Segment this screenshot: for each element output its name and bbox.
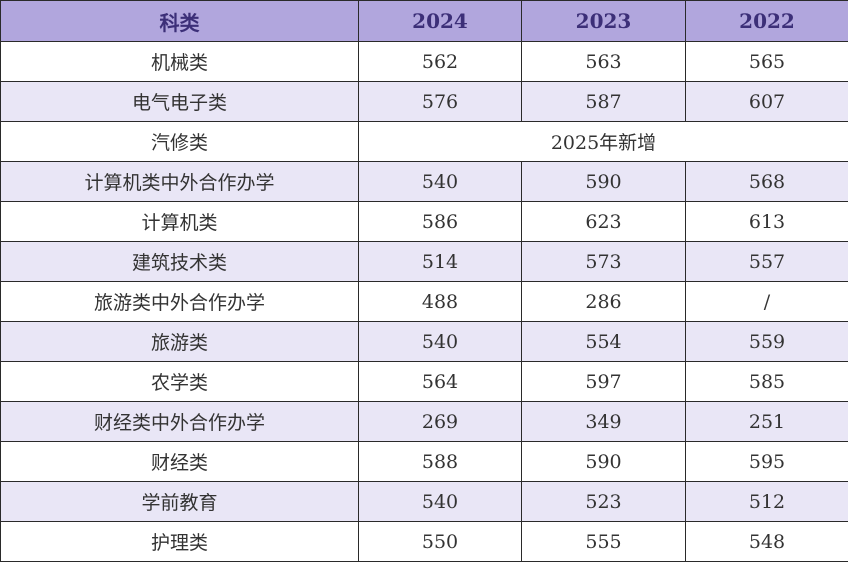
score-2024-cell: 514: [358, 241, 522, 282]
score-2023-cell: 554: [521, 321, 686, 362]
score-2023-cell: 590: [521, 441, 686, 482]
score-2024-cell: 576: [358, 81, 522, 122]
header-category: 科类: [0, 0, 359, 42]
score-2022-cell: 568: [685, 161, 848, 202]
category-cell: 建筑技术类: [0, 241, 359, 282]
score-2023-cell: 623: [521, 201, 686, 242]
header-year-2024: 2024: [358, 0, 522, 42]
category-cell: 计算机类中外合作办学: [0, 161, 359, 202]
score-2022-cell: 565: [685, 41, 848, 82]
score-2023-cell: 349: [521, 401, 686, 442]
score-2022-cell: 512: [685, 481, 848, 522]
score-2023-cell: 597: [521, 361, 686, 402]
category-cell: 农学类: [0, 361, 359, 402]
header-year-2022: 2022: [685, 0, 848, 42]
table-row: 建筑技术类 514 573 557: [0, 241, 848, 282]
score-2023-cell: 587: [521, 81, 686, 122]
score-2023-cell: 523: [521, 481, 686, 522]
score-2024-cell: 540: [358, 481, 522, 522]
category-cell: 旅游类中外合作办学: [0, 281, 359, 322]
category-cell: 财经类中外合作办学: [0, 401, 359, 442]
score-2022-cell: 613: [685, 201, 848, 242]
score-2022-cell: /: [685, 281, 848, 322]
score-2024-cell: 550: [358, 521, 522, 562]
category-cell: 计算机类: [0, 201, 359, 242]
score-2024-cell: 564: [358, 361, 522, 402]
category-cell: 财经类: [0, 441, 359, 482]
table-row: 机械类 562 563 565: [0, 41, 848, 82]
score-2022-cell: 595: [685, 441, 848, 482]
category-cell: 旅游类: [0, 321, 359, 362]
table-row: 农学类 564 597 585: [0, 361, 848, 402]
score-2022-cell: 585: [685, 361, 848, 402]
table-row: 旅游类中外合作办学 488 286 /: [0, 281, 848, 322]
score-2024-cell: 588: [358, 441, 522, 482]
score-2024-cell: 488: [358, 281, 522, 322]
score-2024-cell: 586: [358, 201, 522, 242]
score-2023-cell: 590: [521, 161, 686, 202]
table-row: 财经类中外合作办学 269 349 251: [0, 401, 848, 442]
table-row: 计算机类 586 623 613: [0, 201, 848, 242]
score-2024-cell: 540: [358, 161, 522, 202]
score-2024-cell: 540: [358, 321, 522, 362]
category-cell: 学前教育: [0, 481, 359, 522]
merged-note-cell: 2025年新增: [358, 121, 848, 162]
score-2024-cell: 269: [358, 401, 522, 442]
category-cell: 汽修类: [0, 121, 359, 162]
score-2023-cell: 563: [521, 41, 686, 82]
score-2023-cell: 573: [521, 241, 686, 282]
table-row: 计算机类中外合作办学 540 590 568: [0, 161, 848, 202]
category-cell: 机械类: [0, 41, 359, 82]
table-row: 学前教育 540 523 512: [0, 481, 848, 522]
score-2022-cell: 607: [685, 81, 848, 122]
score-2022-cell: 557: [685, 241, 848, 282]
header-year-2023: 2023: [521, 0, 686, 42]
table-row: 旅游类 540 554 559: [0, 321, 848, 362]
category-cell: 护理类: [0, 521, 359, 562]
table-row: 汽修类 2025年新增: [0, 121, 848, 162]
score-2023-cell: 555: [521, 521, 686, 562]
score-2024-cell: 562: [358, 41, 522, 82]
table-row: 护理类 550 555 548: [0, 521, 848, 562]
score-2022-cell: 548: [685, 521, 848, 562]
score-2022-cell: 559: [685, 321, 848, 362]
table-row: 财经类 588 590 595: [0, 441, 848, 482]
category-cell: 电气电子类: [0, 81, 359, 122]
score-2023-cell: 286: [521, 281, 686, 322]
header-row: 科类 2024 2023 2022: [0, 0, 848, 42]
score-2022-cell: 251: [685, 401, 848, 442]
table-row: 电气电子类 576 587 607: [0, 81, 848, 122]
